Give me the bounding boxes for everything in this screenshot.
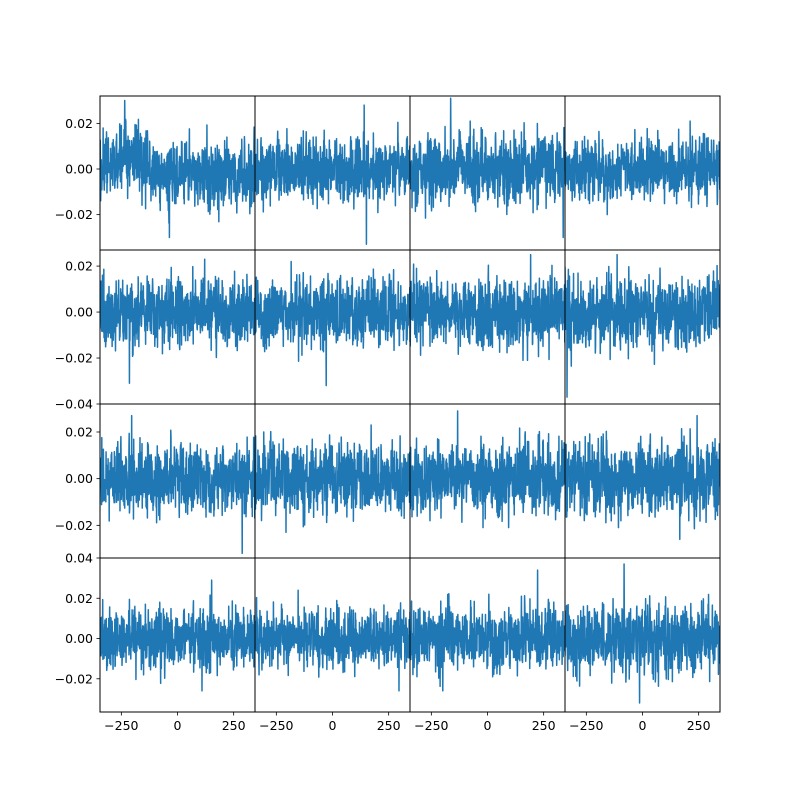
y-tick-label: 0.00	[65, 471, 93, 486]
y-tick-label: −0.02	[55, 671, 93, 686]
y-tick-label: −0.02	[55, 518, 93, 533]
y-tick-label: 0.02	[65, 116, 93, 131]
series-line-r3-c2	[255, 424, 410, 534]
y-tick-label: 0.02	[65, 591, 93, 606]
series-line-r4-c4	[565, 563, 720, 704]
subplot-frames	[99, 95, 721, 713]
series-line-r1-c2	[255, 104, 410, 246]
series-line-r3-c1	[100, 414, 255, 555]
y-tick-label: −0.02	[55, 351, 93, 366]
series-line-r1-c1	[100, 99, 255, 239]
series-line-r2-c4	[565, 253, 720, 398]
series-line-r2-c3	[410, 253, 565, 362]
series-line-r3-c4	[565, 414, 720, 541]
series-line-r4-c3	[410, 569, 565, 692]
series-line-r4-c2	[255, 589, 410, 692]
y-tick-label: −0.02	[55, 207, 93, 222]
series-line-r1-c4	[565, 120, 720, 216]
x-tick-label: −250	[104, 718, 138, 733]
x-tick-label: −250	[569, 718, 603, 733]
x-tick-label: 250	[222, 718, 246, 733]
x-tick-label: 250	[687, 718, 711, 733]
series-line-r2-c1	[100, 258, 255, 385]
x-tick-label: 250	[377, 718, 401, 733]
x-tick-label: 0	[639, 718, 647, 733]
axis-ticks: −0.02 0.00 0.02 −0.04 −0.02 0.00 0.02 −0.02 0.00…	[55, 116, 711, 733]
subplot-grid	[100, 97, 720, 704]
y-tick-label: 0.02	[65, 425, 93, 440]
y-tick-label: 0.00	[65, 162, 93, 177]
y-tick-label: 0.00	[65, 305, 93, 320]
y-tick-label: 0.02	[65, 259, 93, 274]
y-tick-label: 0.04	[65, 551, 93, 566]
series-line-r2-c2	[255, 260, 410, 387]
series-line-r1-c3	[410, 97, 565, 239]
series-line-r3-c3	[410, 410, 565, 529]
x-tick-label: 0	[174, 718, 182, 733]
x-tick-label: −250	[259, 718, 293, 733]
x-tick-label: 0	[329, 718, 337, 733]
x-tick-label: 0	[484, 718, 492, 733]
series-line-r4-c1	[100, 579, 255, 692]
x-tick-label: −250	[414, 718, 448, 733]
x-tick-label: 250	[532, 718, 556, 733]
y-tick-label: −0.04	[55, 397, 93, 412]
y-tick-label: 0.00	[65, 631, 93, 646]
